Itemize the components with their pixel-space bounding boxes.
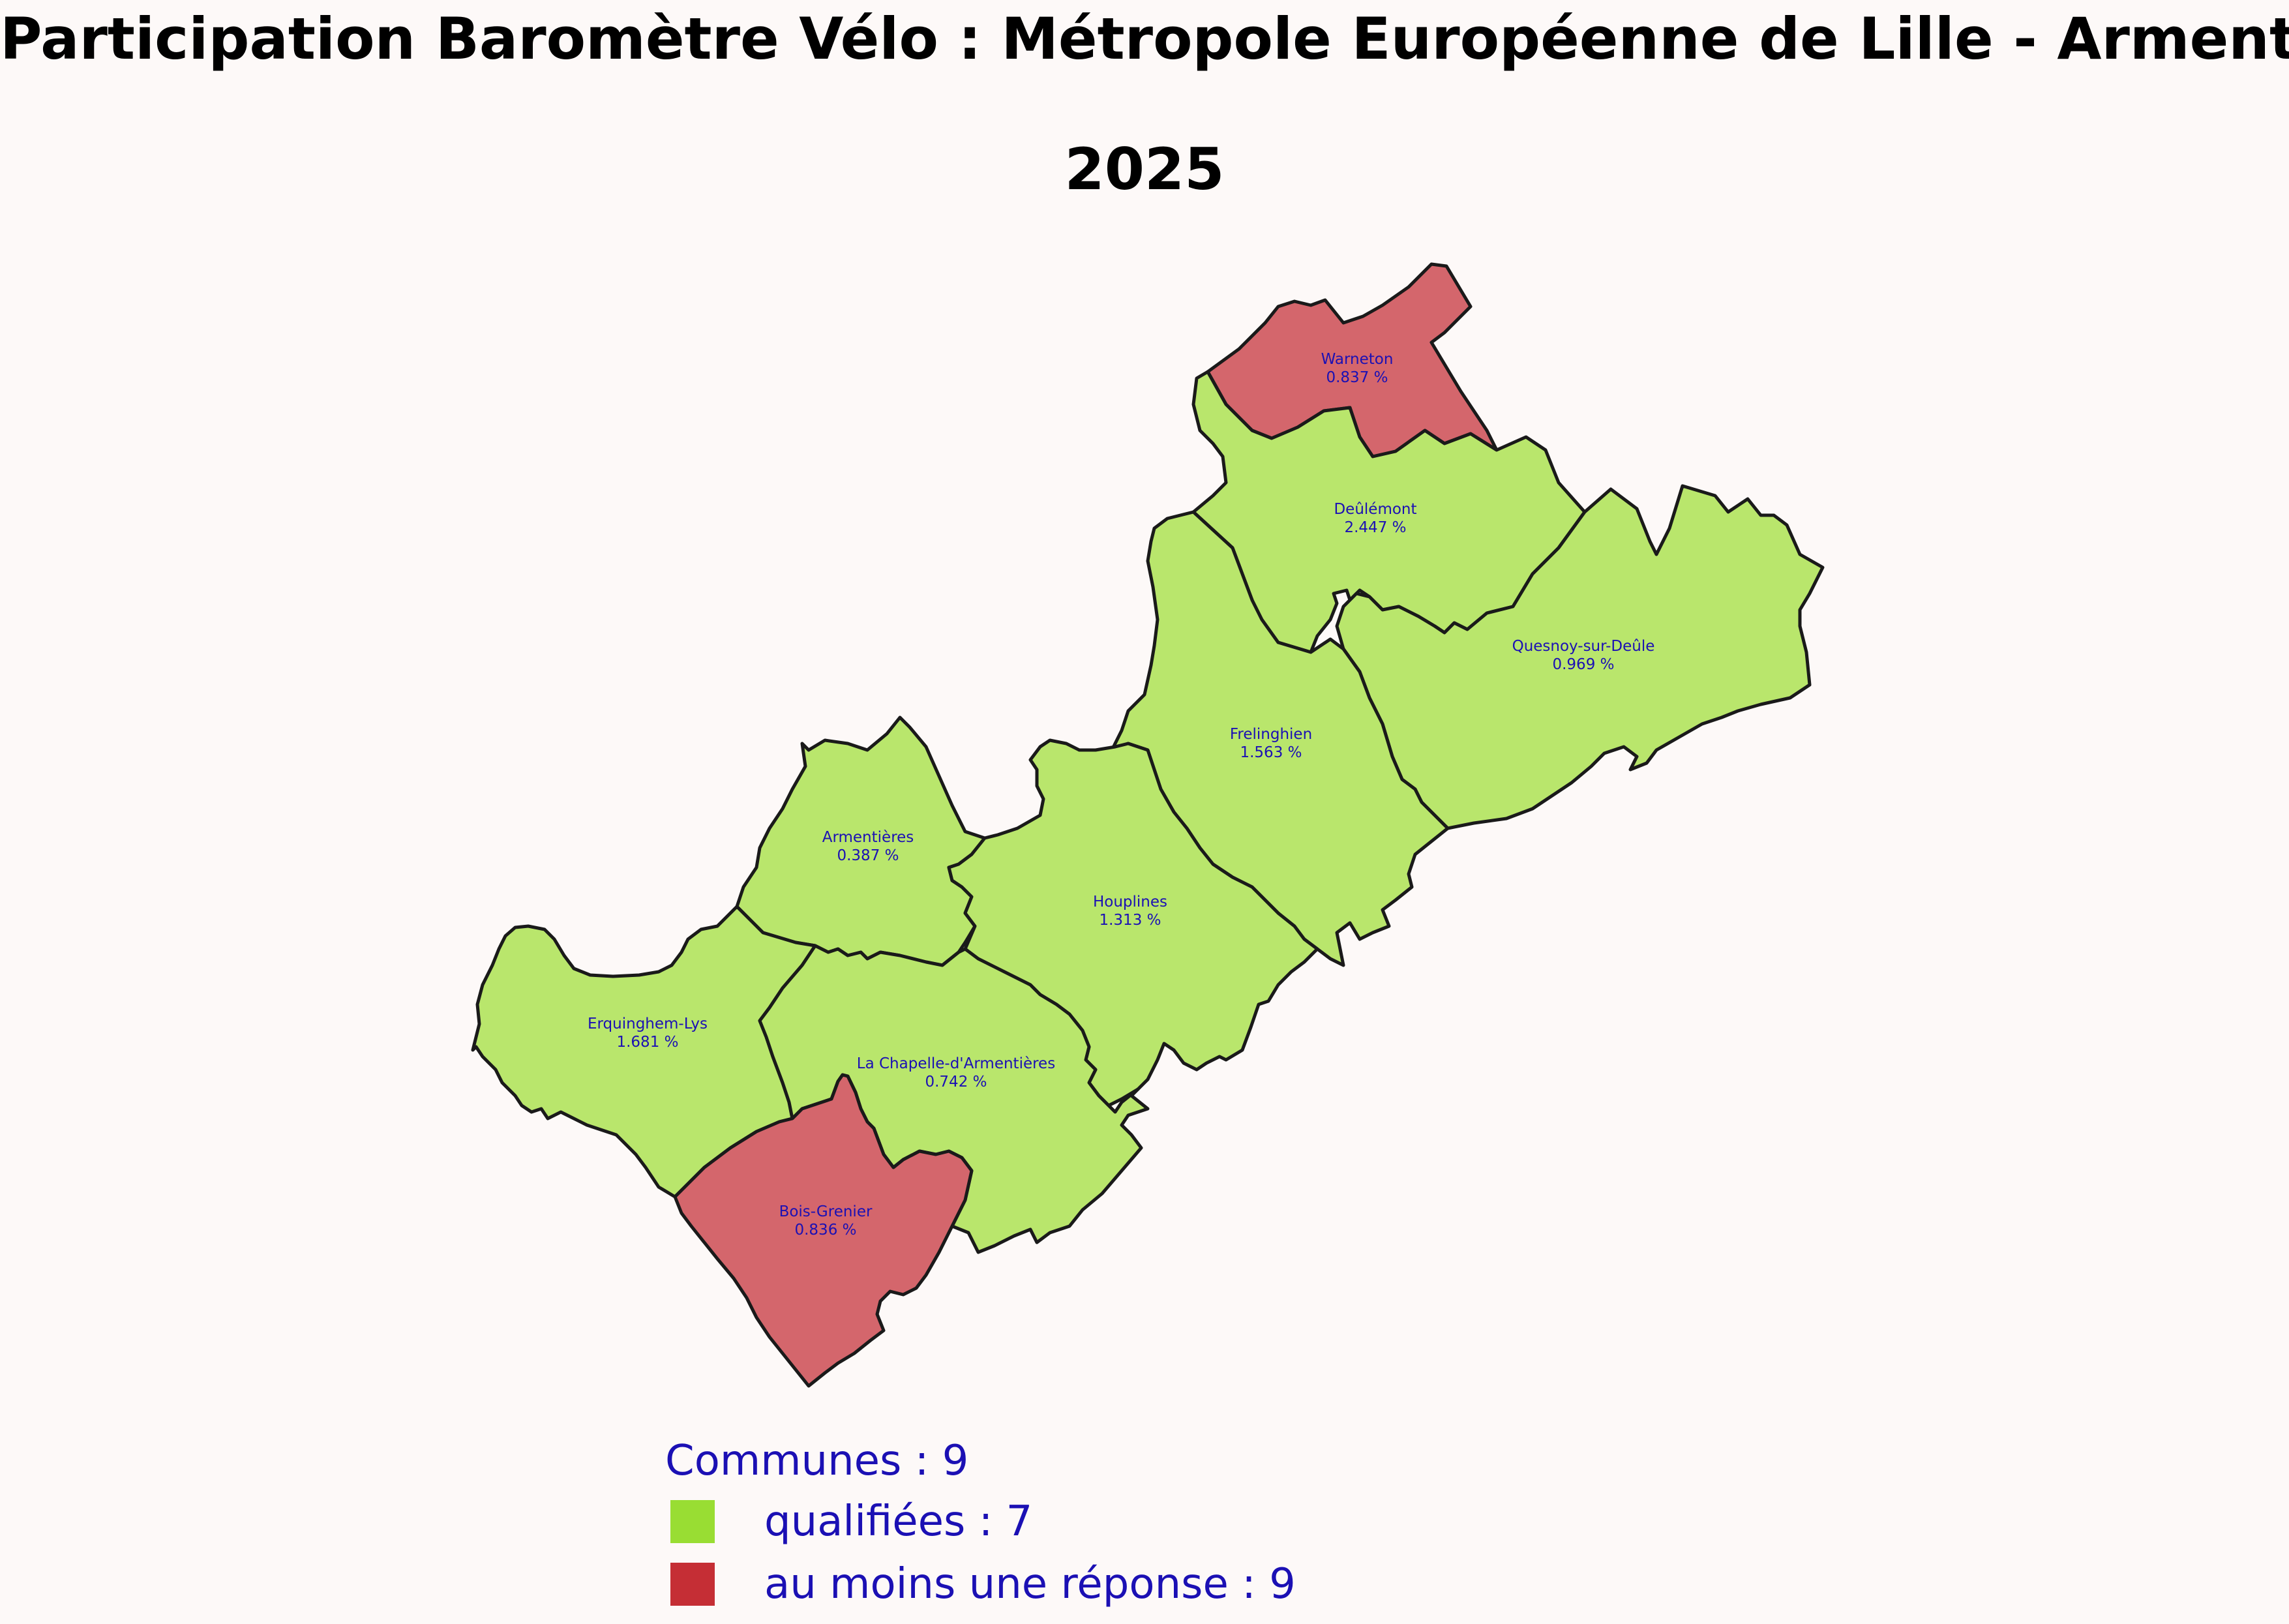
commune-name-erquinghem-lys: Erquinghem-Lys [588, 1015, 708, 1032]
commune-name-houplines: Houplines [1093, 894, 1167, 910]
commune-frelinghien[interactable] [1110, 510, 1450, 967]
commune-value-erquinghem-lys: 1.681 % [616, 1034, 678, 1051]
legend-label-response: au moins une réponse : 9 [764, 1560, 1296, 1608]
commune-name-warneton: Warneton [1321, 351, 1394, 368]
commune-value-deulemont: 2.447 % [1344, 519, 1406, 536]
commune-value-armentieres: 0.387 % [837, 847, 899, 864]
legend: Communes : 9 qualifiées : 7 au moins une… [665, 1432, 1296, 1616]
commune-bois-grenier[interactable] [673, 1073, 974, 1388]
commune-quesnoy-sur-deule[interactable] [1335, 484, 1825, 830]
commune-name-quesnoy-sur-deule: Quesnoy-sur-Deûle [1512, 638, 1655, 655]
legend-swatch-qualified [670, 1500, 715, 1543]
commune-name-armentieres: Armentières [822, 829, 914, 846]
map-title: Participation Baromètre Vélo : Métropole… [0, 5, 2289, 72]
commune-value-warneton: 0.837 % [1326, 369, 1388, 386]
legend-label-qualified: qualifiées : 7 [764, 1497, 1033, 1546]
commune-name-la-chapelle-d-armentieres: La Chapelle-d'Armentières [857, 1055, 1055, 1072]
commune-value-bois-grenier: 0.836 % [794, 1222, 856, 1239]
commune-value-frelinghien: 1.563 % [1240, 744, 1302, 761]
commune-name-bois-grenier: Bois-Grenier [779, 1203, 873, 1220]
legend-item-qualified: qualifiées : 7 [665, 1490, 1296, 1553]
commune-armentieres[interactable] [735, 715, 987, 967]
commune-value-houplines: 1.313 % [1099, 912, 1161, 929]
legend-title: Communes : 9 [665, 1437, 969, 1485]
commune-name-frelinghien: Frelinghien [1230, 726, 1312, 743]
commune-value-quesnoy-sur-deule: 0.969 % [1552, 656, 1614, 673]
commune-value-la-chapelle-d-armentieres: 0.742 % [925, 1074, 987, 1090]
map-subtitle: 2025 [1064, 136, 1225, 203]
commune-name-deulemont: Deûlémont [1334, 501, 1416, 518]
legend-item-response: au moins une réponse : 9 [665, 1553, 1296, 1616]
legend-swatch-response [670, 1563, 715, 1606]
